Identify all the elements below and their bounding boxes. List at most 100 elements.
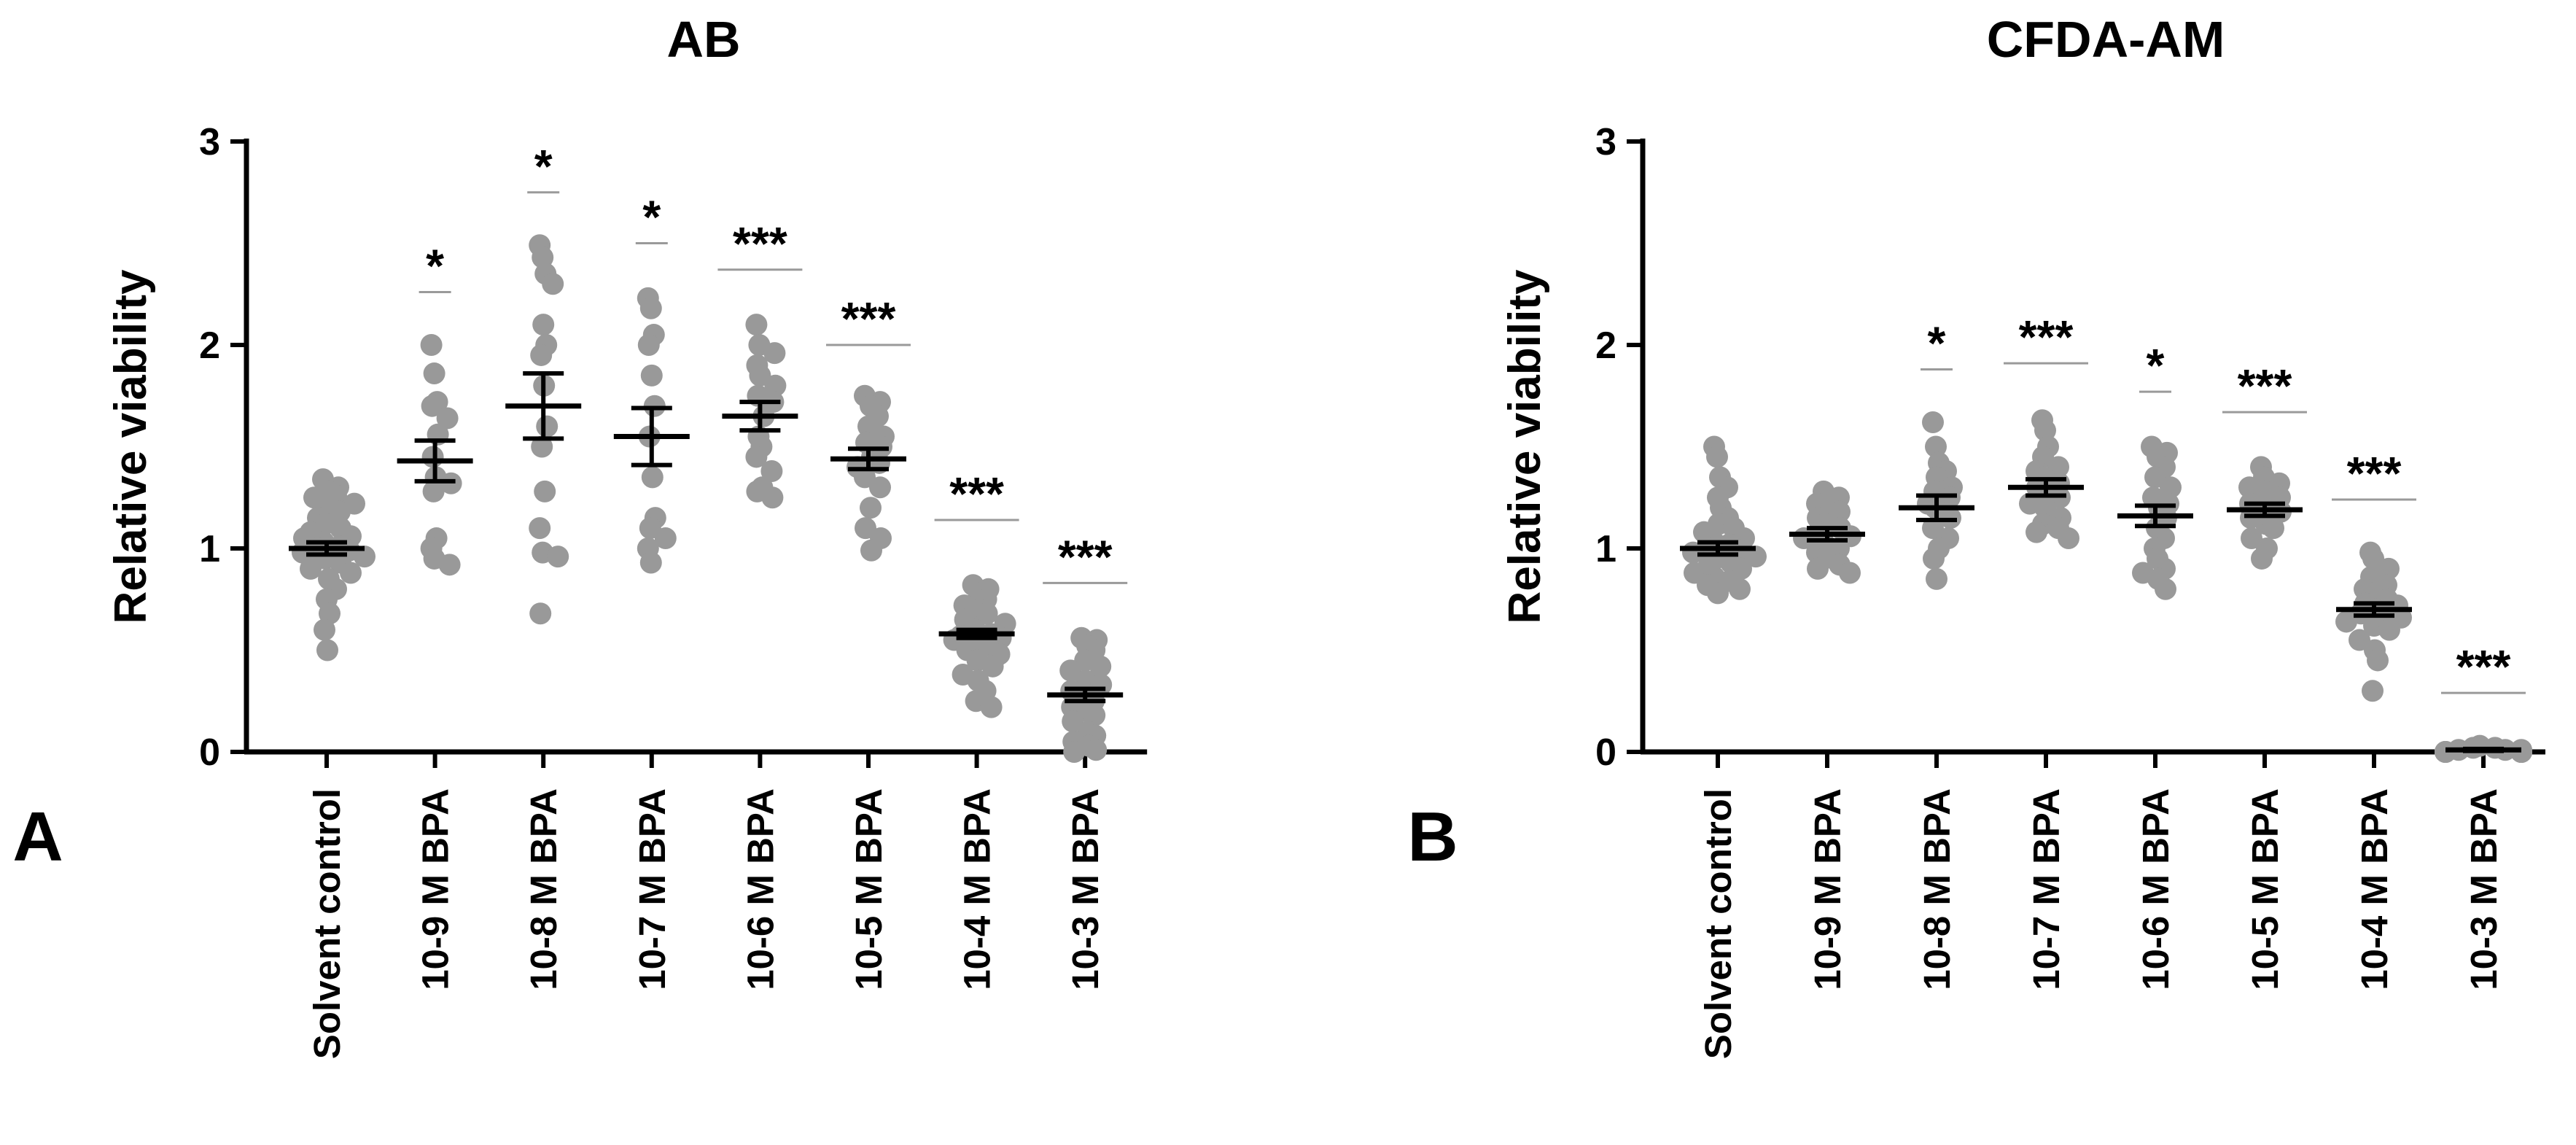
data-point (2335, 610, 2357, 633)
data-point (532, 314, 555, 336)
y-axis-label: Relative viability (106, 269, 156, 624)
data-point (1089, 655, 1112, 678)
significance-marker: * (426, 239, 444, 292)
category-label: 10-3 M BPA (1065, 788, 1106, 990)
data-point (542, 273, 564, 295)
significance-marker: *** (2238, 360, 2292, 412)
significance-marker: *** (733, 217, 787, 270)
data-point (760, 459, 783, 482)
data-point (532, 247, 554, 269)
data-point (761, 486, 784, 509)
data-point (529, 517, 551, 540)
data-point (976, 602, 998, 625)
y-tick-label: 1 (199, 528, 220, 570)
data-point (1085, 739, 1108, 761)
data-point (1745, 546, 1767, 568)
data-point (1922, 411, 1944, 434)
category-label: 10-6 M BPA (739, 788, 781, 990)
y-tick-label: 1 (1595, 528, 1616, 570)
panel-label: B (1407, 798, 1458, 876)
data-point (536, 415, 559, 438)
data-point (639, 297, 662, 319)
data-point (1063, 741, 1086, 763)
data-point (1839, 562, 1861, 584)
data-point (329, 500, 351, 523)
data-point (1829, 500, 1851, 523)
data-point (654, 527, 677, 550)
data-point (745, 446, 768, 468)
data-point (1807, 557, 1829, 580)
y-tick-label: 3 (199, 121, 220, 163)
data-point (2378, 618, 2400, 641)
data-point (2262, 517, 2284, 540)
data-point (2362, 680, 2384, 702)
y-axis-label: Relative viability (1500, 269, 1550, 624)
data-point (2378, 557, 2400, 580)
data-point (1926, 567, 1947, 590)
data-point (547, 546, 569, 568)
category-label: 10-4 M BPA (957, 788, 998, 990)
significance-marker: * (1928, 317, 1946, 369)
panel-a: AB A Relative viability 0 1 2 3 Solvent control… (12, 11, 1148, 1059)
data-point (981, 655, 1004, 678)
data-point (745, 314, 768, 336)
data-point (534, 480, 556, 502)
category-label: Solvent control (1697, 788, 1739, 1059)
data-point (1923, 547, 1945, 570)
category-label: 10-9 M BPA (415, 788, 456, 990)
category-label: 10-4 M BPA (2354, 788, 2395, 990)
data-point (423, 362, 445, 385)
category-label: 10-6 M BPA (2135, 788, 2176, 990)
significance-marker: *** (2019, 311, 2074, 363)
y-tick-label: 2 (1595, 325, 1616, 367)
category-label: 10-7 M BPA (631, 788, 673, 990)
significance-marker: * (534, 140, 553, 193)
significance-marker: *** (841, 292, 896, 345)
data-point (980, 696, 1003, 718)
category-label: 10-8 M BPA (1916, 788, 1958, 990)
data-point (531, 435, 553, 458)
data-point (1729, 578, 1751, 600)
data-point (869, 476, 891, 499)
data-point (300, 557, 322, 580)
data-point (640, 364, 663, 387)
category-label: 10-5 M BPA (2244, 788, 2286, 990)
data-point (2155, 578, 2176, 600)
significance-marker: * (642, 191, 661, 244)
data-point (2034, 419, 2056, 442)
significance-marker: *** (2347, 447, 2402, 500)
data-point (420, 334, 443, 356)
data-point (529, 602, 552, 625)
significance-marker: *** (949, 467, 1004, 520)
data-point (314, 618, 335, 641)
data-point (637, 334, 660, 356)
y-tick-label: 3 (1595, 121, 1616, 163)
category-label: 10-7 M BPA (2026, 788, 2067, 990)
chart-title: AB (666, 11, 740, 68)
panel-label: A (12, 798, 63, 876)
data-point (436, 407, 459, 430)
y-tick-label: 2 (199, 325, 220, 367)
data-point (530, 344, 553, 366)
data-point (860, 497, 882, 519)
data-point (1707, 582, 1729, 605)
data-point (1706, 446, 1728, 468)
category-label: 10-3 M BPA (2463, 788, 2505, 990)
data-point (763, 342, 786, 365)
y-tick-label: 0 (1595, 731, 1616, 774)
data-point (354, 546, 375, 568)
significance-marker: *** (1058, 530, 1113, 583)
y-tick-label: 0 (199, 731, 220, 774)
data-point (2160, 476, 2182, 499)
category-label: Solvent control (306, 788, 348, 1059)
panel-b: CFDA-AM B Relative viability 0 1 2 3 Solvent co… (1407, 11, 2545, 1059)
category-label: 10-9 M BPA (1807, 788, 1848, 990)
data-point (438, 554, 461, 576)
data-point (764, 374, 787, 397)
category-label: 10-5 M BPA (848, 788, 890, 990)
data-point (1925, 435, 1947, 458)
significance-marker: *** (2456, 640, 2511, 693)
category-label: 10-8 M BPA (523, 788, 564, 990)
data-point (2367, 649, 2389, 672)
